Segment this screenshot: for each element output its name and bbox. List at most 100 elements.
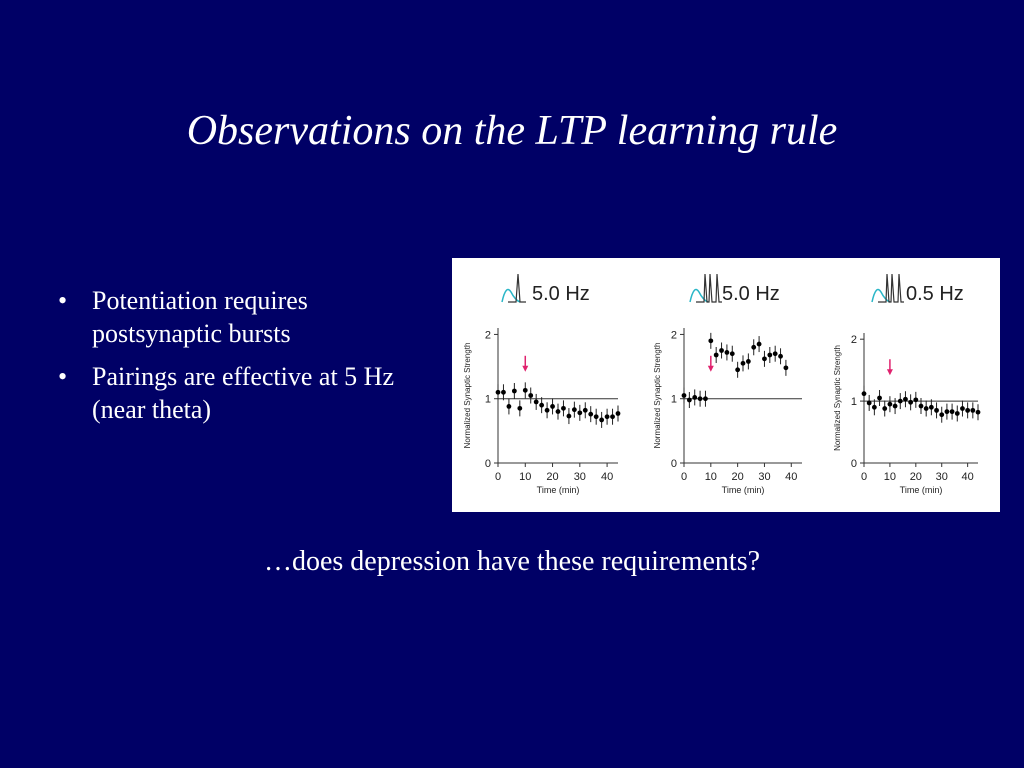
data-point	[970, 407, 976, 413]
x-tick-label: 30	[574, 471, 586, 483]
bullet-text: Pairings are effective at 5 Hz (near the…	[92, 362, 394, 424]
data-point	[783, 365, 789, 371]
data-point	[615, 411, 621, 416]
data-point	[588, 411, 594, 417]
y-tick-label: 0	[485, 458, 491, 470]
data-point	[892, 403, 898, 409]
data-point	[719, 348, 724, 353]
x-axis-label: Time (min)	[722, 485, 765, 495]
data-point	[861, 391, 867, 397]
bullet-glyph: •	[58, 362, 68, 391]
data-point	[767, 352, 773, 358]
data-point	[975, 409, 981, 415]
x-tick-label: 20	[546, 471, 558, 483]
data-point	[908, 399, 914, 405]
data-point	[713, 352, 719, 358]
data-point	[778, 353, 783, 359]
bullet-item: • Potentiation requires postsynaptic bur…	[58, 284, 428, 350]
x-tick-label: 0	[861, 471, 867, 483]
x-axis-label: Time (min)	[537, 485, 580, 495]
spike-trace-icon	[508, 273, 526, 303]
data-point	[511, 388, 517, 394]
y-tick-label: 0	[851, 458, 857, 470]
data-point	[501, 389, 506, 395]
x-tick-label: 30	[758, 471, 770, 483]
data-point	[772, 351, 778, 357]
panel-title: 5.0 Hz	[532, 283, 590, 305]
data-point	[692, 395, 698, 400]
x-tick-label: 40	[601, 471, 613, 483]
data-point	[903, 396, 908, 402]
slide-title: Observations on the LTP learning rule	[186, 108, 838, 154]
x-tick-label: 20	[732, 471, 744, 483]
pairing-arrow-head	[707, 365, 714, 372]
y-axis-label: Normalized Synaptic Strength	[653, 343, 662, 449]
data-point	[697, 396, 703, 402]
data-point	[877, 395, 882, 401]
data-point	[756, 341, 762, 347]
data-point	[561, 405, 566, 411]
data-point	[735, 367, 741, 373]
question-text: …does depression have these requirements…	[263, 546, 761, 577]
data-point	[555, 409, 561, 414]
y-tick-label: 0	[671, 458, 677, 470]
y-axis-label: Normalized Synaptic Strength	[833, 345, 842, 451]
y-tick-label: 1	[851, 396, 857, 408]
x-tick-label: 10	[884, 471, 896, 483]
bullet-item: • Pairings are effective at 5 Hz (near t…	[58, 360, 428, 426]
data-point	[934, 407, 939, 413]
x-tick-label: 0	[681, 471, 687, 483]
data-point	[539, 402, 545, 408]
data-point	[708, 338, 714, 344]
x-tick-label: 20	[910, 471, 922, 483]
data-point	[866, 400, 872, 406]
burst-trace-icon	[696, 273, 722, 303]
bullet-list: • Potentiation requires postsynaptic bur…	[58, 284, 428, 436]
pairing-arrow-head	[886, 369, 893, 376]
data-point	[495, 389, 501, 395]
data-point	[949, 409, 955, 415]
burst-trace-icon	[878, 273, 904, 303]
psp-trace-icon	[871, 288, 891, 303]
x-tick-label: 0	[495, 471, 501, 483]
panel-title: 0.5 Hz	[906, 283, 964, 305]
data-point	[918, 403, 924, 409]
x-tick-label: 10	[519, 471, 531, 483]
x-tick-label: 40	[785, 471, 797, 483]
bullet-glyph: •	[58, 286, 68, 315]
y-tick-label: 1	[671, 394, 677, 406]
data-point	[522, 387, 528, 393]
data-point	[897, 398, 903, 404]
data-point	[762, 356, 767, 362]
data-point	[729, 351, 735, 357]
data-point	[604, 414, 610, 420]
data-point	[566, 413, 572, 419]
data-point	[923, 406, 929, 411]
data-point	[577, 410, 583, 416]
data-point	[913, 397, 919, 403]
y-tick-label: 1	[485, 394, 491, 406]
data-point	[703, 396, 708, 402]
data-point	[954, 411, 960, 416]
data-point	[745, 359, 751, 364]
pairing-arrow-head	[522, 365, 529, 372]
y-axis-label: Normalized Synaptic Strength	[463, 343, 472, 449]
y-tick-label: 2	[485, 329, 491, 341]
data-point	[882, 406, 888, 411]
psp-trace-icon	[689, 288, 709, 303]
psp-trace-icon	[501, 288, 521, 303]
data-point	[550, 404, 555, 409]
data-point	[960, 406, 965, 411]
data-point	[751, 344, 757, 350]
data-point	[571, 407, 577, 413]
ltp-figure: 0 1 2 0 10 20 30 40 Time (min) Normalized Synapti…	[452, 258, 1000, 512]
data-point	[686, 397, 692, 403]
data-point	[582, 407, 588, 413]
data-point	[928, 404, 934, 410]
data-point	[593, 414, 599, 420]
data-point	[544, 407, 550, 413]
data-point	[965, 407, 971, 413]
data-point	[610, 414, 615, 420]
panel-title: 5.0 Hz	[722, 283, 780, 305]
